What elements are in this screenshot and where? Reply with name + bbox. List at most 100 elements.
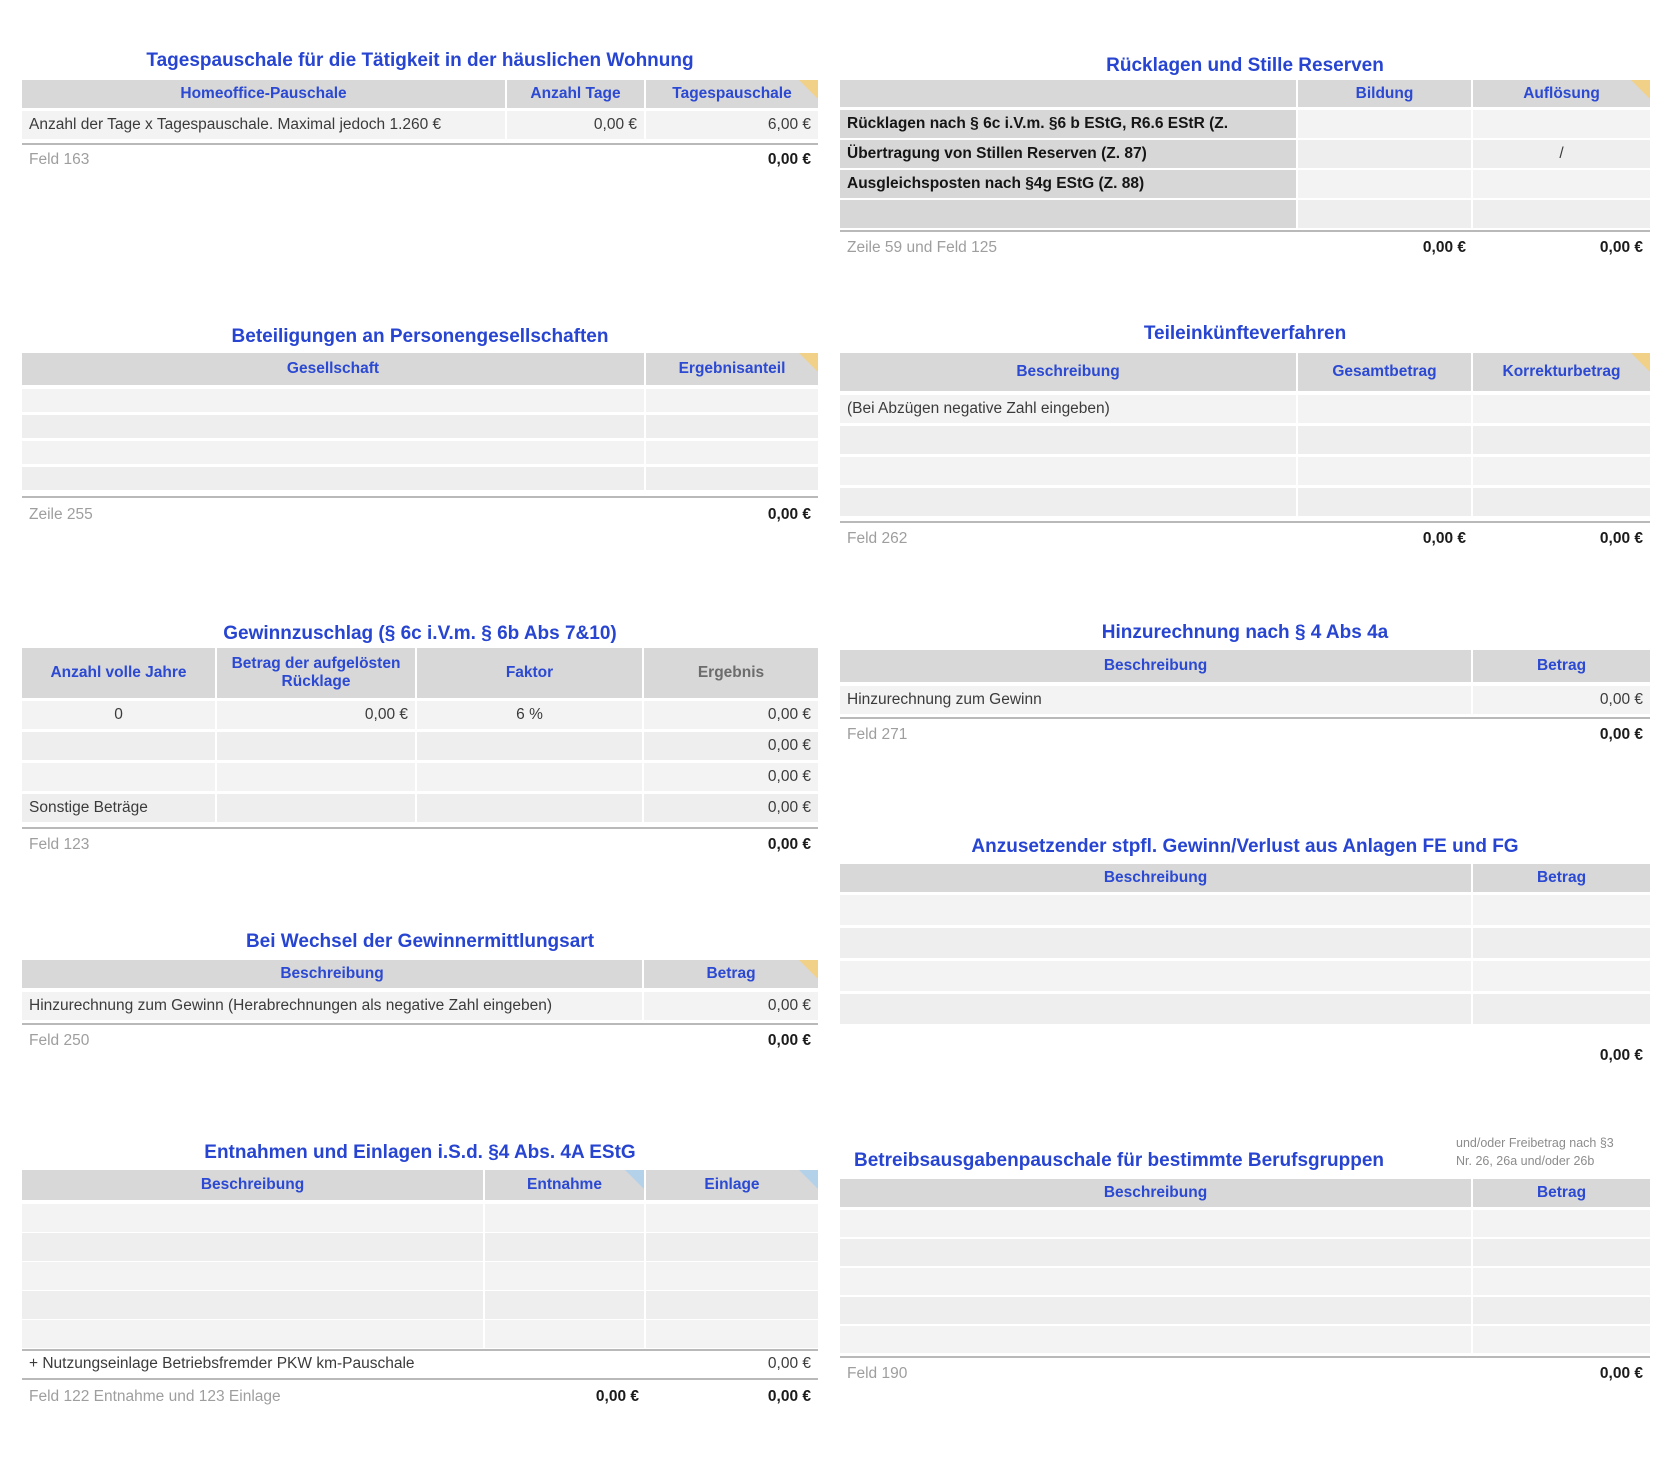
input-cell[interactable] xyxy=(1298,426,1473,454)
input-cell[interactable]: 0,00 € xyxy=(1473,686,1650,714)
column-header-label: Gesamtbetrag xyxy=(1332,363,1437,381)
input-cell[interactable] xyxy=(485,1320,646,1348)
input-cell[interactable] xyxy=(22,732,217,760)
table-header-row: Beschreibung Betrag xyxy=(840,650,1650,682)
input-cell[interactable] xyxy=(22,415,646,438)
input-cell[interactable] xyxy=(840,928,1473,958)
input-cell[interactable] xyxy=(840,426,1298,454)
input-cell[interactable] xyxy=(1473,1210,1650,1237)
table-row xyxy=(840,1297,1650,1324)
input-cell[interactable] xyxy=(217,763,417,791)
input-cell[interactable] xyxy=(1298,140,1473,168)
input-cell[interactable] xyxy=(646,441,818,464)
column-header-label: Anzahl Tage xyxy=(530,85,621,103)
input-cell[interactable] xyxy=(417,763,644,791)
column-header-label: Beschreibung xyxy=(1016,363,1120,381)
corner-note-icon[interactable] xyxy=(1631,353,1650,372)
input-cell[interactable] xyxy=(217,794,417,822)
input-cell[interactable] xyxy=(22,763,217,791)
input-cell[interactable] xyxy=(646,389,818,412)
table-row xyxy=(840,1210,1650,1237)
table-row xyxy=(22,1320,818,1348)
input-cell[interactable] xyxy=(646,1291,818,1319)
input-cell[interactable] xyxy=(646,1204,818,1232)
input-cell[interactable] xyxy=(1473,488,1650,516)
input-cell[interactable] xyxy=(646,1320,818,1348)
input-cell[interactable] xyxy=(840,1297,1473,1324)
input-cell[interactable] xyxy=(1473,994,1650,1024)
label-cell: 0,00 € xyxy=(646,1351,818,1377)
input-cell[interactable] xyxy=(1473,1268,1650,1295)
input-cell[interactable] xyxy=(840,1326,1473,1353)
input-cell[interactable] xyxy=(840,457,1298,485)
input-cell[interactable] xyxy=(1473,961,1650,991)
corner-note-icon[interactable] xyxy=(799,353,818,372)
column-header: Anzahl Tage xyxy=(507,80,646,108)
input-cell[interactable] xyxy=(1473,110,1650,138)
input-cell[interactable]: 0 xyxy=(22,701,217,729)
column-header-label: Beschreibung xyxy=(1103,869,1208,887)
input-cell[interactable] xyxy=(840,895,1473,925)
footer-total: 0,00 € xyxy=(1422,530,1466,547)
input-cell[interactable] xyxy=(1473,928,1650,958)
input-cell[interactable] xyxy=(1473,426,1650,454)
input-cell[interactable] xyxy=(417,732,644,760)
input-cell[interactable] xyxy=(646,415,818,438)
input-cell[interactable] xyxy=(1473,200,1650,228)
input-cell[interactable]: 0,00 € xyxy=(217,701,417,729)
entnahmen-einlagen-title: Entnahmen und Einlagen i.S.d. §4 Abs. 4A… xyxy=(204,1142,636,1163)
input-cell[interactable] xyxy=(417,794,644,822)
input-cell[interactable] xyxy=(840,488,1298,516)
input-cell[interactable] xyxy=(22,467,646,490)
input-cell[interactable] xyxy=(485,1291,646,1319)
input-cell[interactable] xyxy=(1298,110,1473,138)
input-cell[interactable] xyxy=(22,441,646,464)
table-footer-row: Zeile 59 und Feld 125 0,00 € 0,00 € xyxy=(840,238,1650,258)
label-cell: Ausgleichsposten nach §4g EStG (Z. 88) xyxy=(840,170,1298,198)
input-cell[interactable] xyxy=(1473,170,1650,198)
input-cell[interactable] xyxy=(1473,1239,1650,1266)
input-cell[interactable] xyxy=(485,1233,646,1261)
corner-note-icon[interactable] xyxy=(799,960,818,979)
input-cell[interactable] xyxy=(1298,200,1473,228)
input-cell[interactable] xyxy=(1473,395,1650,423)
column-header-label: Gesellschaft xyxy=(286,360,380,378)
input-cell[interactable]: 0,00 € xyxy=(644,992,818,1020)
corner-note-icon[interactable] xyxy=(1631,80,1650,99)
input-cell[interactable] xyxy=(840,994,1473,1024)
input-cell[interactable] xyxy=(1473,1297,1650,1324)
table-footer-row: Feld 250 0,00 € xyxy=(22,1031,818,1051)
input-cell[interactable] xyxy=(1298,395,1473,423)
input-cell[interactable] xyxy=(22,389,646,412)
input-cell[interactable] xyxy=(1473,1326,1650,1353)
input-cell[interactable] xyxy=(646,467,818,490)
section-wechsel-gewinnermittlungsart: Bei Wechsel der Gewinnermittlungsart Besc… xyxy=(22,931,818,1071)
corner-note-icon[interactable] xyxy=(799,80,818,99)
input-cell[interactable] xyxy=(1298,170,1473,198)
input-cell[interactable] xyxy=(1473,457,1650,485)
input-cell[interactable] xyxy=(22,1204,485,1232)
column-header-label: Ergebnis xyxy=(697,664,765,682)
input-cell[interactable]: 6 % xyxy=(417,701,644,729)
input-cell[interactable]: 0,00 € xyxy=(507,111,646,139)
input-cell[interactable] xyxy=(22,1320,485,1348)
input-cell[interactable] xyxy=(22,1233,485,1261)
corner-note-icon[interactable] xyxy=(625,1170,644,1189)
input-cell[interactable] xyxy=(485,1262,646,1290)
input-cell[interactable] xyxy=(646,1233,818,1261)
corner-note-icon[interactable] xyxy=(799,1170,818,1189)
input-cell[interactable] xyxy=(485,1204,646,1232)
column-header: Anzahl volle Jahre xyxy=(22,648,217,698)
input-cell[interactable] xyxy=(22,1262,485,1290)
input-cell[interactable] xyxy=(840,1239,1473,1266)
input-cell[interactable] xyxy=(1298,488,1473,516)
input-cell[interactable] xyxy=(840,961,1473,991)
column-header: Beschreibung xyxy=(840,864,1473,892)
input-cell[interactable] xyxy=(840,1210,1473,1237)
input-cell[interactable] xyxy=(646,1262,818,1290)
input-cell[interactable] xyxy=(217,732,417,760)
input-cell[interactable] xyxy=(1298,457,1473,485)
input-cell[interactable] xyxy=(840,1268,1473,1295)
input-cell[interactable] xyxy=(22,1291,485,1319)
input-cell[interactable] xyxy=(1473,895,1650,925)
